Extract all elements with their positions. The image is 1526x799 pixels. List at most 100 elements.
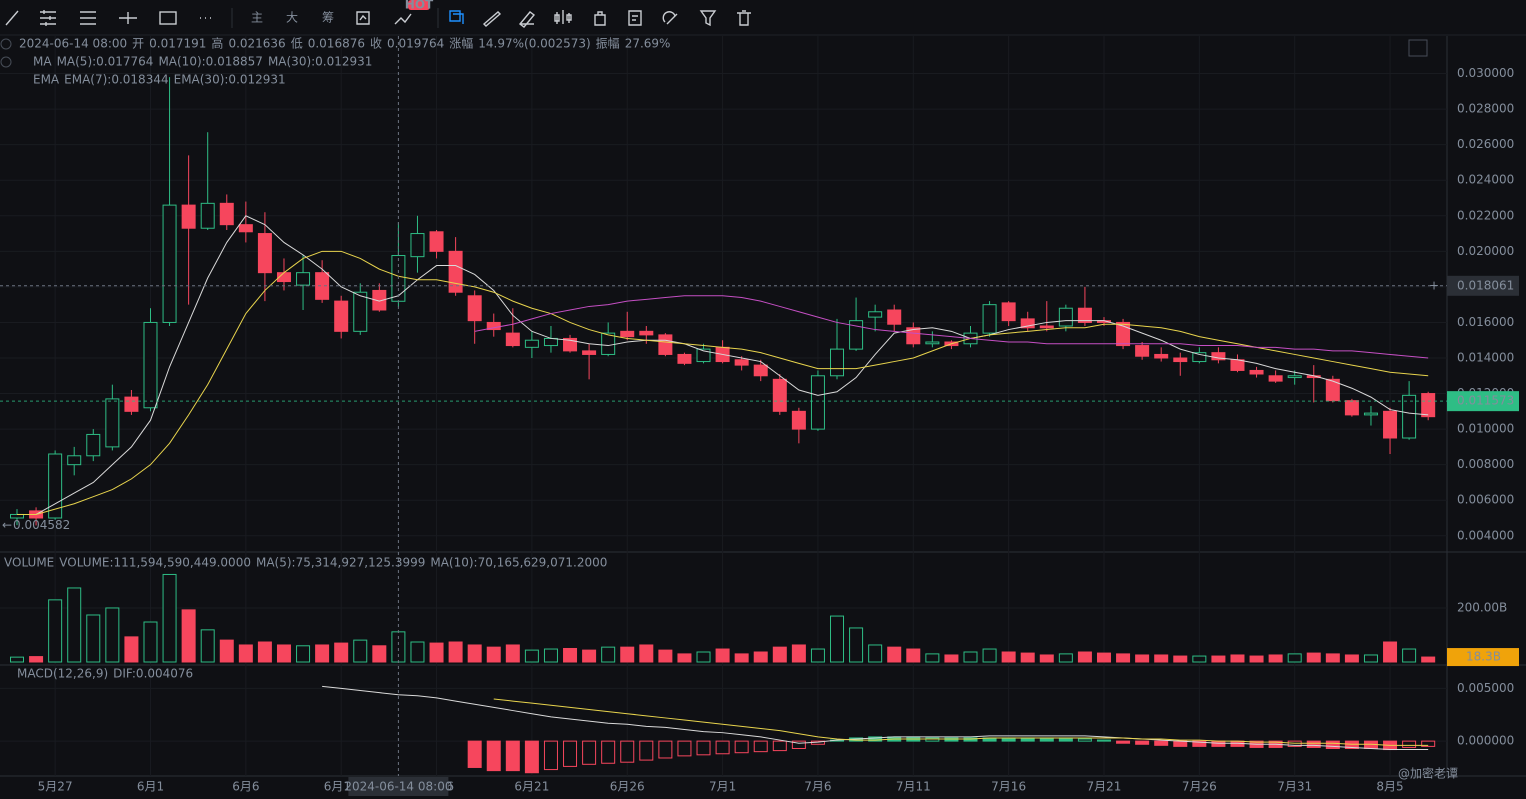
volume-bar — [715, 648, 730, 663]
macd-bar — [772, 740, 787, 752]
candle-body — [200, 202, 215, 229]
candle-body — [849, 320, 864, 350]
indicator-line — [322, 685, 1429, 751]
candle-body — [334, 300, 349, 332]
tool-replay[interactable] — [356, 11, 370, 25]
volume-bar — [1020, 652, 1035, 663]
volume-bar — [582, 649, 597, 663]
tool-delete[interactable] — [737, 10, 751, 26]
macd-bar — [1402, 740, 1417, 748]
candle-body — [601, 332, 616, 355]
candle-body — [1039, 325, 1054, 329]
volume-bar — [925, 653, 940, 663]
tool-lock[interactable] — [594, 11, 606, 26]
candle-body — [353, 291, 368, 332]
volume-bar — [29, 656, 44, 663]
price-axis-bg — [1447, 36, 1526, 799]
volume-bar — [639, 644, 654, 663]
tool-ruler[interactable] — [482, 11, 502, 27]
x-tick-label: 7月21 — [1087, 780, 1122, 794]
tool-fib[interactable] — [80, 11, 96, 25]
volume-bar — [868, 644, 883, 663]
volume-bar — [849, 627, 864, 663]
macd-bar — [1173, 740, 1188, 747]
candle-body — [1211, 352, 1226, 361]
candle-body — [86, 433, 101, 457]
tool-pen[interactable] — [518, 11, 536, 28]
tool-line[interactable] — [5, 10, 19, 26]
low-arrow: ← — [2, 518, 12, 532]
hot-badge — [408, 0, 430, 10]
macd-bar — [715, 740, 730, 755]
tool-candles[interactable] — [554, 10, 572, 24]
volume-bar — [124, 636, 139, 663]
fullscreen-icon[interactable] — [1408, 39, 1428, 57]
indicator-line — [17, 250, 1429, 515]
volume-bar — [734, 653, 749, 663]
hot-label: HOT — [405, 0, 434, 12]
tool-rect[interactable] — [159, 11, 177, 25]
volume-bar — [1287, 653, 1302, 663]
candle-body — [772, 378, 787, 412]
macd-bar — [524, 740, 539, 774]
volume-bar — [334, 642, 349, 663]
volume-bar — [1173, 655, 1188, 663]
candles — [10, 77, 1436, 526]
crosshair-date-box — [348, 777, 449, 796]
macd-bar — [601, 740, 616, 764]
volume-bar — [238, 644, 253, 663]
candle-body — [1154, 353, 1169, 359]
tool-note[interactable] — [628, 10, 642, 26]
candle-body — [1135, 345, 1150, 357]
toolbar-label: 大 — [286, 11, 298, 25]
legend-text: 0.021636 — [228, 37, 285, 51]
volume-bar — [353, 639, 368, 663]
candle-body — [410, 233, 425, 258]
volume-bar — [696, 651, 711, 663]
macd-bar — [505, 740, 520, 772]
volume-tag: 18.3B — [1466, 650, 1501, 664]
candle-body — [696, 348, 711, 363]
crosshair-price-box — [1447, 275, 1519, 296]
volume-bar — [982, 648, 997, 663]
candle-body — [429, 231, 444, 252]
indicator-line — [474, 295, 1429, 359]
candle-body — [925, 341, 940, 345]
volume-bar — [505, 644, 520, 663]
toolbar-label: 筹 — [322, 11, 334, 25]
tool-channel[interactable] — [40, 10, 56, 26]
volume-bar — [620, 646, 635, 663]
legend-text: VOLUME:111,594,590,449.0000 — [59, 556, 251, 570]
volume-bar — [1154, 654, 1169, 663]
candle-body — [1268, 375, 1283, 382]
volume-bar — [315, 644, 330, 663]
tool-cross[interactable] — [119, 12, 137, 24]
crosshair-plus: + — [1429, 278, 1439, 292]
candle-body — [162, 204, 177, 323]
tool-magnet[interactable] — [662, 11, 678, 25]
candle-body — [505, 332, 520, 347]
candle-body — [734, 359, 749, 366]
candle-body — [582, 350, 597, 355]
candle-body — [543, 337, 558, 347]
volume-bar — [10, 656, 24, 663]
volume-bar — [181, 609, 196, 663]
volume-bar — [448, 641, 463, 663]
candle-body — [372, 289, 387, 311]
tool-indicator[interactable] — [394, 13, 412, 25]
tool-filter[interactable] — [699, 10, 717, 27]
legend-text: MA(5):75,314,927,125.3999 — [256, 556, 425, 570]
volume-bar — [963, 651, 978, 663]
volume-bar — [410, 641, 425, 663]
candle-body — [467, 295, 482, 322]
volume-bar — [486, 646, 501, 663]
volume-bar — [1421, 656, 1436, 663]
y-tick-label: 0.026000 — [1457, 137, 1514, 151]
tool-layers[interactable] — [449, 10, 464, 24]
x-tick-label: 7月16 — [991, 780, 1026, 794]
legend-text: EMA — [33, 73, 60, 87]
candle-body — [658, 334, 673, 355]
